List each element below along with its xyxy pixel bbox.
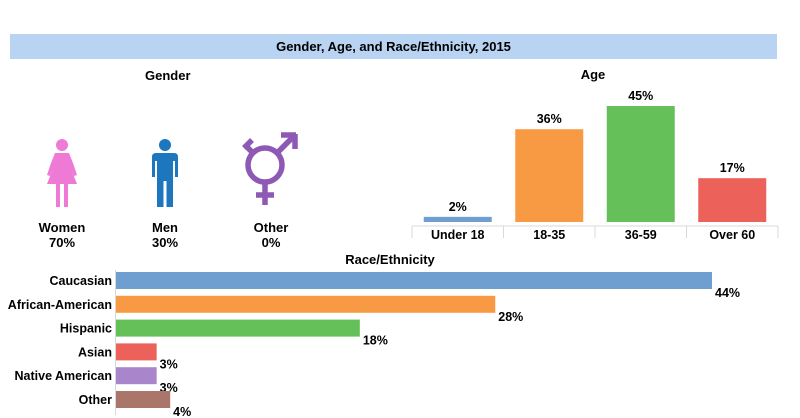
race-bar-chart: Race/Ethnicity Caucasian 44% African-Ameri… — [8, 252, 740, 418]
gender-section-title: Gender — [145, 68, 191, 83]
gender-other: Other 0% — [221, 127, 321, 250]
age-bar — [515, 129, 584, 222]
race-bar — [116, 343, 157, 361]
gender-value: 30% — [151, 235, 179, 250]
age-bar — [423, 216, 492, 222]
gender-label: Other — [253, 220, 289, 235]
gender-label: Women — [38, 220, 86, 235]
gender-value: 0% — [261, 235, 281, 250]
race-category-label: Asian — [78, 345, 112, 359]
race-category-label: African-American — [8, 298, 112, 312]
gender-value: 70% — [48, 235, 76, 250]
race-bar — [116, 367, 157, 385]
race-category-label: Hispanic — [60, 322, 112, 336]
race-value-label: 3% — [160, 357, 178, 371]
male-icon — [152, 139, 178, 207]
race-bar — [116, 391, 171, 408]
race-value-label: 44% — [715, 286, 740, 300]
race-category-label: Caucasian — [49, 274, 112, 288]
age-bar — [698, 178, 767, 222]
race-bar — [116, 295, 496, 313]
age-category-label: Over 60 — [709, 228, 755, 242]
race-bar — [116, 319, 360, 337]
race-category-label: Other — [79, 393, 112, 407]
female-icon — [47, 139, 77, 207]
age-chart-title: Age — [581, 67, 606, 82]
age-category-label: 18-35 — [533, 228, 565, 242]
race-bar — [116, 272, 712, 289]
gender-men: Men 30% — [115, 127, 215, 250]
race-chart-title: Race/Ethnicity — [345, 252, 435, 267]
age-value-label: 2% — [449, 200, 467, 214]
race-category-label: Native American — [15, 369, 113, 383]
race-value-label: 4% — [173, 405, 191, 418]
gender-label: Men — [152, 220, 178, 235]
age-value-label: 45% — [628, 89, 653, 103]
age-value-label: 36% — [537, 112, 562, 126]
age-category-label: Under 18 — [431, 228, 485, 242]
chart-title-banner: Gender, Age, and Race/Ethnicity, 2015 — [10, 34, 777, 59]
age-category-label: 36-59 — [625, 228, 657, 242]
race-value-label: 18% — [363, 334, 388, 348]
age-value-label: 17% — [720, 161, 745, 175]
race-value-label: 28% — [498, 310, 523, 324]
other-gender-icon — [242, 132, 298, 205]
age-bar — [606, 106, 675, 222]
gender-women: Women 70% — [12, 127, 112, 250]
age-bar-chart: Age 2% Under 18 36% 18-35 45% 36-59 17% Over 60 — [411, 67, 779, 242]
